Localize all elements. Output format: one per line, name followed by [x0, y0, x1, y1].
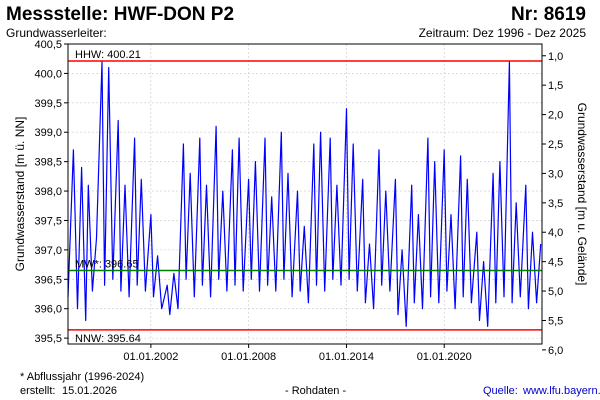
footnote: * Abflussjahr (1996-2024): [20, 371, 145, 383]
x-tick-label: 01.01.2002: [123, 351, 178, 363]
y-tick-label: 398,0: [34, 186, 62, 198]
plot-frame: [67, 43, 543, 345]
y2-tick-label: 4,5: [548, 257, 563, 269]
y2-axis-label: Grundwasserstand [m u. Gelände]: [575, 103, 589, 286]
rawdata-label: - Rohdaten -: [285, 385, 347, 397]
x-tick-label: 01.01.2020: [417, 351, 472, 363]
y-tick-label: 398,5: [34, 157, 62, 169]
y2-tick-label: 5,5: [548, 315, 563, 327]
y2-tick-label: 1,0: [548, 51, 563, 63]
source-label: Quelle:: [483, 385, 518, 397]
y2-tick-label: 3,5: [548, 198, 563, 210]
y-tick-label: 397,5: [34, 215, 62, 227]
y2-tick-label: 1,5: [548, 80, 563, 92]
y-tick-label: 397,0: [34, 245, 62, 257]
reference-label-1: MW*: 396.65: [75, 258, 139, 270]
y-axis-label: Grundwasserstand [m ü. NN]: [13, 117, 27, 272]
y2-tick-label: 2,0: [548, 110, 563, 122]
y2-tick-label: 3,0: [548, 168, 563, 180]
x-tick-label: 01.01.2014: [319, 351, 374, 363]
created-date: 15.01.2026: [62, 385, 118, 397]
source-link[interactable]: www.lfu.bayern.de: [523, 385, 600, 397]
page-title: Messstelle: HWF-DON P2: [6, 4, 235, 25]
y2-tick-label: 2,5: [548, 139, 563, 151]
reference-label-0: HHW: 400.21: [75, 49, 141, 61]
y2-tick-label: 6,0: [548, 345, 563, 357]
period-label: Zeitraum: Dez 1996 - Dez 2025: [418, 26, 586, 40]
reference-label-2: NNW: 395.64: [75, 333, 141, 345]
aquifer-label: Grundwasserleiter:: [6, 26, 107, 40]
y-tick-label: 399,0: [34, 127, 62, 139]
y2-tick-label: 4,0: [548, 227, 563, 239]
station-number: Nr: 8619: [511, 4, 586, 25]
y-tick-label: 396,0: [34, 304, 62, 316]
y2-tick-label: 5,0: [548, 286, 563, 298]
y-tick-label: 400,5: [34, 39, 62, 51]
y-tick-label: 400,0: [34, 68, 62, 80]
created-label: erstellt:: [20, 385, 56, 397]
y-tick-label: 396,5: [34, 274, 62, 286]
y-tick-label: 395,5: [34, 333, 62, 345]
y-tick-label: 399,5: [34, 98, 62, 110]
x-tick-label: 01.01.2008: [221, 351, 276, 363]
series-line-0: [67, 60, 542, 327]
